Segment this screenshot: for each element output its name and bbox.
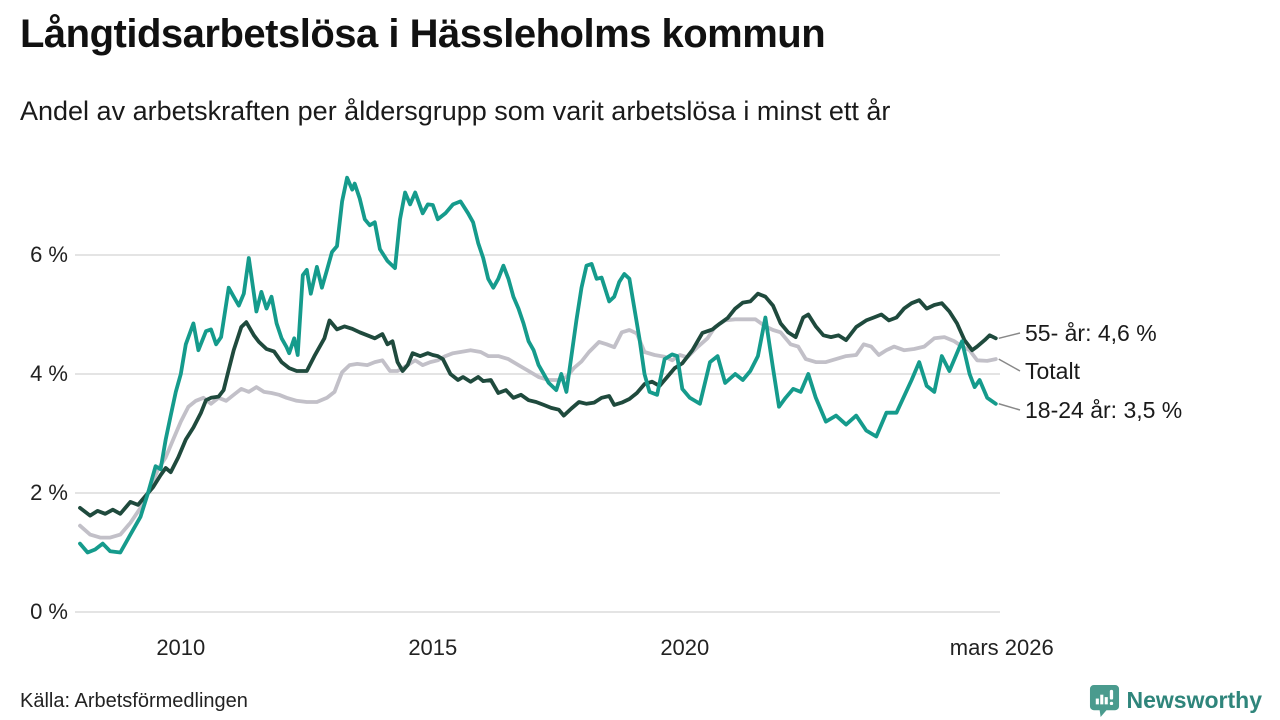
newsworthy-logo[interactable]: Newsworthy <box>1089 684 1262 717</box>
end-label-connector <box>998 403 1021 411</box>
x-tick-2010: 2010 <box>156 635 206 660</box>
y-tick-6: 6 % <box>30 242 68 267</box>
series-line-55-r <box>78 291 998 518</box>
end-label-55-r: 55- år: 4,6 % <box>1025 320 1157 346</box>
end-label-connector <box>998 332 1021 340</box>
series-line-Totalt <box>78 317 998 540</box>
end-label-connector <box>998 358 1021 372</box>
y-tick-0: 0 % <box>30 599 68 624</box>
x-tick-2020: 2020 <box>660 635 710 660</box>
end-label-18-24-r: 18-24 år: 3,5 % <box>1025 397 1183 423</box>
end-label-Totalt: Totalt <box>1025 358 1080 384</box>
x-tick-mars-2026: mars 2026 <box>949 635 1054 660</box>
y-tick-4: 4 % <box>30 361 68 386</box>
newsworthy-icon <box>1089 685 1119 717</box>
source-note: Källa: Arbetsförmedlingen <box>20 690 248 712</box>
chart-subtitle: Andel av arbetskraften per åldersgrupp s… <box>20 96 891 126</box>
newsworthy-wordmark: Newsworthy <box>1126 687 1262 713</box>
series-line-18-24-r <box>78 175 998 555</box>
x-tick-2015: 2015 <box>408 635 458 660</box>
chart-title: Långtidsarbetslösa i Hässleholms kommun <box>20 12 826 56</box>
y-tick-2: 2 % <box>30 480 68 505</box>
